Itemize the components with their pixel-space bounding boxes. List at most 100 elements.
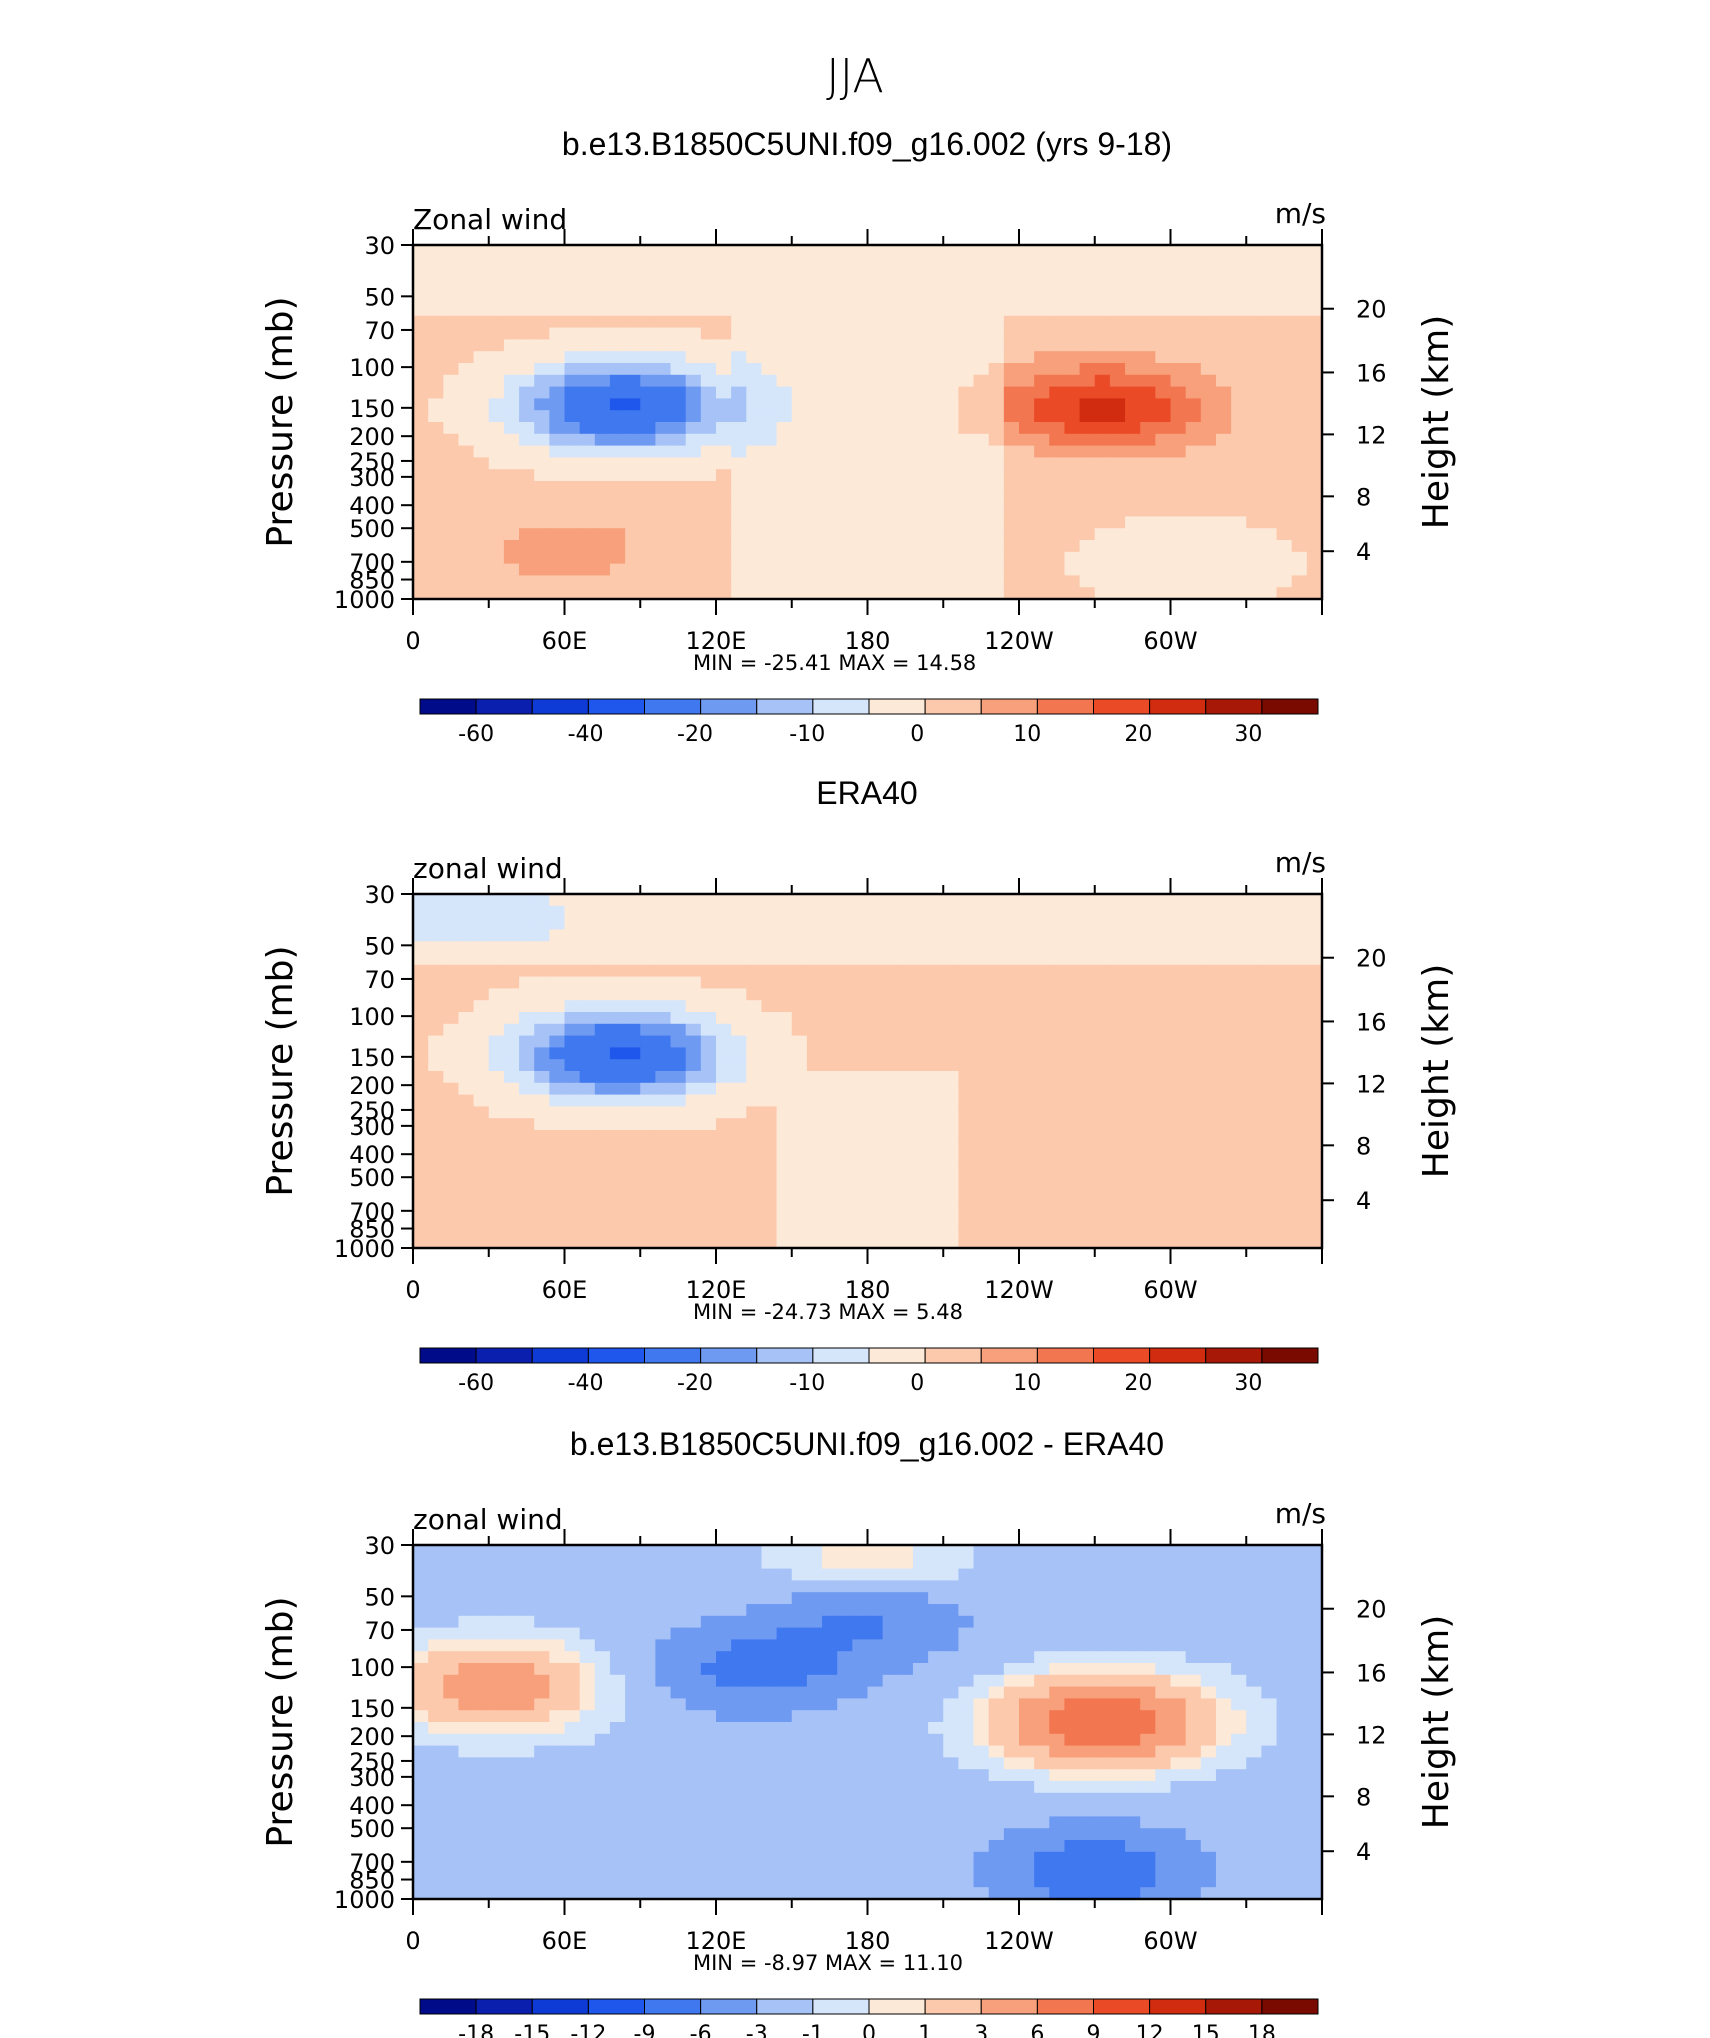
contour-cell — [1109, 386, 1126, 399]
contour-cell — [1261, 280, 1278, 293]
contour-cell — [625, 976, 641, 989]
contour-cell — [1109, 551, 1126, 565]
contour-cell — [1231, 575, 1247, 588]
contour-cell — [776, 941, 793, 954]
contour-cell — [1200, 1545, 1217, 1558]
contour-cell — [1261, 1556, 1278, 1570]
contour-cell — [413, 1556, 429, 1570]
contour-cell — [1049, 1698, 1066, 1711]
contour-cell — [564, 563, 581, 576]
contour-cell — [1034, 457, 1050, 470]
lon-tick-label: 60W — [1143, 627, 1197, 655]
contour-cell — [1261, 929, 1278, 942]
contour-cell — [625, 516, 641, 529]
contour-cell — [700, 976, 717, 989]
contour-cell — [549, 1094, 566, 1107]
contour-cell — [1291, 374, 1308, 388]
contour-cell — [428, 1733, 444, 1747]
contour-cell — [928, 398, 944, 411]
contour-cell — [564, 245, 581, 258]
contour-cell — [1231, 304, 1247, 317]
contour-cell — [534, 1141, 550, 1155]
contour-cell — [1170, 1189, 1187, 1202]
contour-cell — [1034, 1545, 1050, 1558]
contour-cell — [549, 1059, 566, 1072]
contour-cell — [746, 1745, 763, 1758]
contour-cell — [1125, 433, 1141, 447]
contour-cell — [1306, 1710, 1323, 1723]
contour-cell — [1200, 1012, 1217, 1025]
contour-cell — [564, 540, 581, 553]
contour-cell — [503, 1130, 520, 1143]
contour-cell — [700, 1047, 717, 1060]
contour-cell — [882, 941, 899, 954]
contour-cell — [716, 1012, 732, 1025]
contour-cell — [1049, 339, 1066, 352]
contour-cell — [1140, 433, 1156, 447]
contour-cell — [1306, 504, 1323, 517]
contour-cell — [1155, 1604, 1172, 1617]
contour-cell — [564, 504, 581, 517]
contour-cell — [488, 1698, 505, 1711]
contour-cell — [1019, 1674, 1035, 1688]
contour-cell — [806, 528, 823, 541]
contour-cell — [731, 268, 747, 281]
contour-cell — [988, 433, 1005, 447]
contour-cell — [503, 457, 520, 470]
contour-cell — [655, 1745, 672, 1758]
contour-cell — [791, 351, 808, 364]
contour-cell — [988, 351, 1005, 364]
contour-cell — [973, 1012, 990, 1025]
contour-cell — [428, 988, 444, 1001]
contour-cell — [1276, 1200, 1293, 1214]
contour-cell — [837, 1236, 853, 1249]
contour-cell — [1019, 280, 1035, 293]
contour-cell — [852, 976, 869, 989]
contour-cell — [988, 245, 1005, 258]
contour-cell — [1306, 587, 1323, 600]
contour-cell — [988, 457, 1005, 470]
contour-cell — [1003, 1189, 1020, 1202]
contour-cell — [837, 1769, 853, 1782]
contour-cell — [428, 1663, 444, 1676]
contour-cell — [882, 1604, 899, 1617]
contour-cell — [1276, 917, 1293, 930]
contour-cell — [943, 469, 959, 482]
contour-cell — [488, 1094, 505, 1107]
contour-cell — [1034, 988, 1050, 1001]
contour-cell — [1276, 1604, 1293, 1617]
contour-cell — [716, 481, 732, 494]
contour-cell — [822, 1556, 838, 1570]
contour-cell — [761, 1556, 778, 1570]
contour-cell — [943, 492, 959, 506]
contour-cell — [731, 1165, 747, 1178]
contour-cell — [973, 1177, 990, 1190]
contour-cell — [943, 268, 959, 281]
contour-cell — [1064, 1615, 1081, 1629]
contour-cell — [882, 528, 899, 541]
contour-cell — [1140, 245, 1156, 258]
contour-cell — [609, 551, 626, 565]
contour-cell — [1185, 422, 1202, 435]
contour-cell — [413, 1082, 429, 1096]
contour-cell — [1109, 1757, 1126, 1770]
contour-cell — [1170, 256, 1187, 270]
contour-cell — [579, 386, 596, 399]
contour-cell — [973, 386, 990, 399]
contour-cell — [731, 433, 747, 447]
contour-cell — [943, 976, 959, 989]
contour-cell — [746, 469, 763, 482]
contour-cell — [776, 1769, 793, 1782]
contour-cell — [1215, 1615, 1232, 1629]
contour-cell — [549, 1663, 566, 1676]
contour-cell — [700, 528, 717, 541]
contour-cell — [1200, 1212, 1217, 1225]
contour-cell — [988, 1118, 1005, 1131]
contour-cell — [791, 410, 808, 423]
contour-cell — [685, 410, 702, 423]
contour-cell — [1215, 1177, 1232, 1190]
contour-cell — [837, 976, 853, 989]
contour-cell — [1215, 1745, 1232, 1758]
contour-cell — [625, 386, 641, 399]
lon-tick-label: 0 — [405, 627, 420, 655]
